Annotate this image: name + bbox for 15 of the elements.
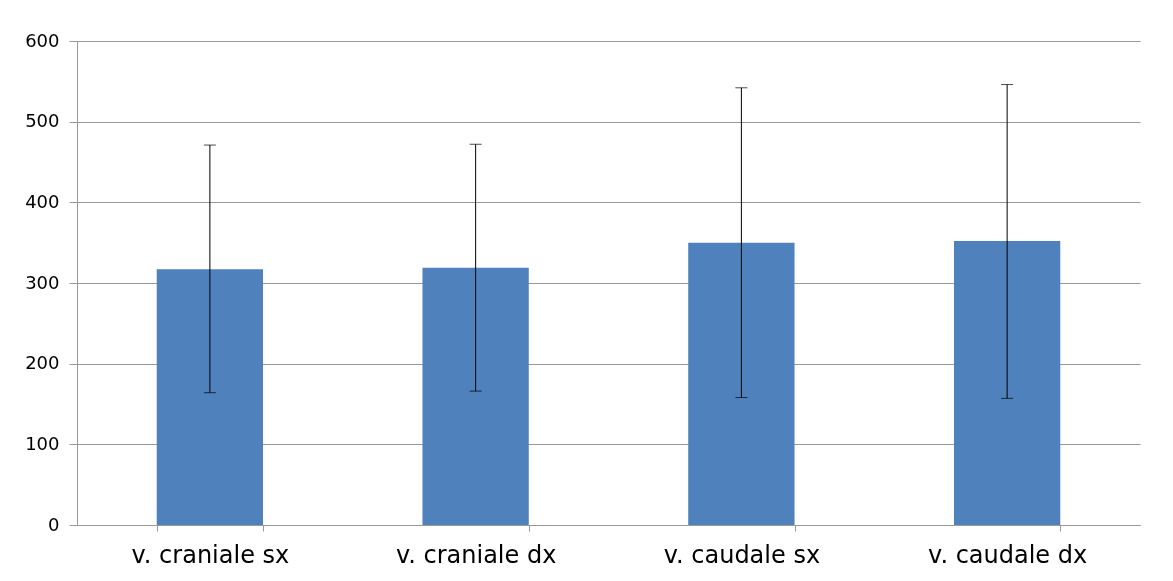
x-tick-label: v. craniale dx [395, 540, 557, 569]
bar [422, 267, 529, 525]
y-tick-label: 0 [48, 513, 60, 535]
bar [156, 269, 264, 525]
y-tick-label: 200 [25, 352, 60, 374]
y-tick-label: 400 [25, 190, 60, 212]
x-tick-label: v. caudale dx [928, 540, 1088, 569]
bar [953, 241, 1061, 525]
y-tick-label: 100 [25, 432, 60, 454]
x-tick-label: v. craniale sx [131, 540, 290, 569]
bar [688, 242, 795, 525]
x-tick-label: v. caudale sx [663, 540, 821, 569]
y-tick-label: 600 [25, 29, 60, 51]
y-tick-label: 500 [25, 110, 60, 132]
y-tick-label: 300 [25, 271, 60, 293]
